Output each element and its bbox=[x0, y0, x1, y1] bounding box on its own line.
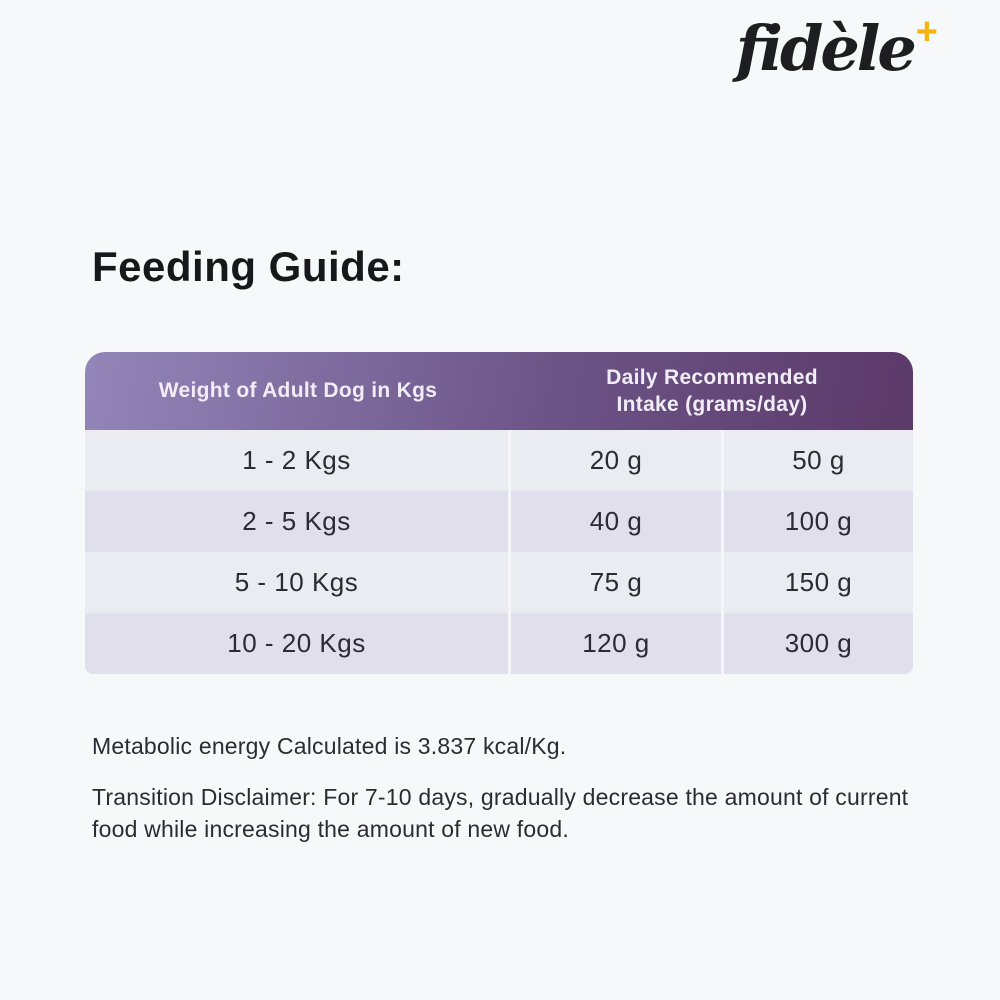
header-weight-column: Weight of Adult Dog in Kgs bbox=[158, 379, 438, 402]
weight-cell: 1 - 2 Kgs bbox=[85, 430, 511, 491]
table-header-row: Weight of Adult Dog in Kgs Daily Recomme… bbox=[85, 352, 913, 430]
weight-cell: 10 - 20 Kgs bbox=[85, 613, 511, 674]
intake-max-cell: 300 g bbox=[784, 628, 853, 658]
table-row: 2 - 5 Kgs 40 g 100 g bbox=[85, 491, 913, 552]
header-intake-line2: Intake (grams/day) bbox=[616, 393, 808, 416]
intake-max-cell: 50 g bbox=[792, 445, 845, 475]
brand-logo-text: fidèle bbox=[735, 12, 917, 85]
page-title: Feeding Guide: bbox=[92, 243, 405, 290]
intake-min-cell: 120 g bbox=[511, 613, 724, 674]
header-intake-line1: Daily Recommended bbox=[606, 366, 818, 389]
brand-logo: fidèle+ bbox=[735, 11, 938, 85]
intake-max-cell: 100 g bbox=[784, 506, 853, 536]
metabolic-energy-note: Metabolic energy Calculated is 3.837 kca… bbox=[92, 733, 567, 759]
intake-min-cell: 40 g bbox=[511, 491, 724, 552]
transition-disclaimer: Transition Disclaimer: For 7-10 days, gr… bbox=[92, 784, 909, 842]
intake-min-cell: 20 g bbox=[511, 430, 724, 491]
intake-max-cell: 150 g bbox=[784, 567, 853, 597]
weight-cell: 5 - 10 Kgs bbox=[85, 552, 511, 613]
table-row: 1 - 2 Kgs 20 g 50 g bbox=[85, 430, 913, 491]
intake-min-cell: 75 g bbox=[511, 552, 724, 613]
table-row: 10 - 20 Kgs 120 g 300 g bbox=[85, 613, 913, 674]
table-row: 5 - 10 Kgs 75 g 150 g bbox=[85, 552, 913, 613]
header-intake-column: Daily Recommended Intake (grams/day) bbox=[511, 364, 913, 418]
feeding-guide-table: Weight of Adult Dog in Kgs Daily Recomme… bbox=[85, 352, 913, 674]
brand-plus-icon: + bbox=[915, 11, 938, 53]
weight-cell: 2 - 5 Kgs bbox=[85, 491, 511, 552]
